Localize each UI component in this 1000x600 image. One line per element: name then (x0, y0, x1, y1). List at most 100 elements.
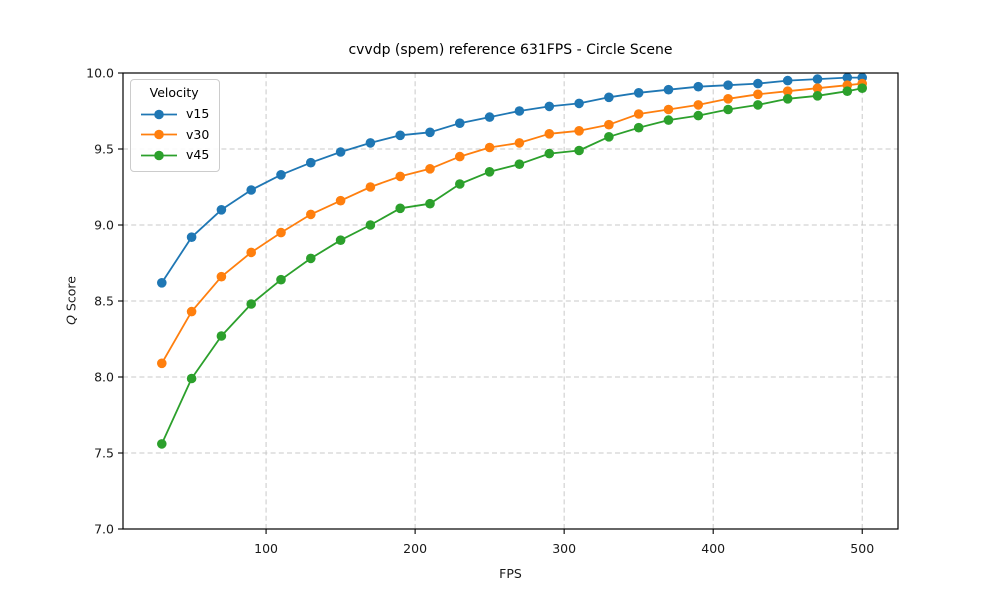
data-point-v30 (276, 227, 286, 238)
data-point-v45 (753, 100, 763, 110)
data-point-v15 (842, 72, 853, 83)
grid-layer (123, 72, 898, 530)
legend-label: v45 (186, 147, 210, 163)
data-point-v45 (693, 110, 704, 121)
data-point-v15 (782, 75, 793, 86)
data-point-v45 (455, 179, 465, 189)
data-point-v45 (276, 274, 286, 285)
plot-border (122, 72, 899, 530)
series-layer (157, 72, 867, 449)
y-axis-label: Q Score (64, 201, 79, 401)
series-v30 (157, 78, 867, 369)
x-tick-label: 500 (850, 541, 874, 556)
data-point-v45 (604, 132, 614, 142)
data-point-v45 (306, 253, 316, 264)
series-line-v45 (160, 87, 863, 445)
legend-marker-v45 (141, 150, 177, 161)
data-point-v15 (514, 106, 525, 116)
data-point-v15 (306, 157, 316, 168)
data-point-v15 (812, 74, 823, 84)
data-point-v30 (484, 142, 495, 153)
data-point-v30 (723, 94, 733, 104)
y-tick-label: 9.0 (94, 218, 114, 233)
data-point-v15 (484, 112, 495, 122)
data-point-v30 (246, 247, 256, 258)
data-point-v15 (365, 138, 376, 148)
data-point-v45 (335, 235, 346, 245)
y-tick-label: 8.5 (94, 294, 114, 309)
legend-title: Velocity (149, 85, 199, 100)
data-point-v30 (306, 209, 316, 220)
data-point-v15 (753, 78, 763, 89)
legend-label: v30 (186, 126, 210, 142)
data-point-v30 (604, 119, 614, 130)
x-tick-label: 300 (552, 541, 576, 556)
y-axis-label-italic: Q (63, 315, 79, 325)
data-point-v30 (514, 138, 525, 148)
data-point-v30 (812, 83, 823, 93)
data-point-v30 (782, 86, 793, 96)
data-point-v45 (484, 167, 495, 177)
data-point-v15 (693, 81, 704, 92)
data-point-v30 (753, 89, 763, 100)
data-point-v30 (633, 109, 644, 119)
data-point-v45 (812, 91, 823, 101)
data-point-v15 (186, 232, 197, 242)
chart-title: cvvdp (spem) reference 631FPS - Circle S… (348, 42, 673, 58)
data-point-v45 (782, 94, 793, 104)
data-point-v30 (544, 129, 555, 139)
series-line-v30 (161, 82, 863, 364)
data-point-v30 (663, 104, 674, 115)
data-point-v30 (693, 100, 704, 110)
legend-dot (154, 130, 164, 140)
data-point-v15 (157, 278, 167, 288)
data-point-v45 (842, 86, 853, 96)
data-point-v15 (455, 118, 465, 128)
x-tick-label: 400 (701, 541, 725, 556)
data-point-v45 (246, 299, 256, 309)
data-point-v45 (857, 83, 867, 93)
legend-entry-v15: v15 (139, 104, 209, 125)
y-tick-label: 10.0 (86, 66, 114, 81)
data-point-v15 (395, 130, 406, 141)
x-axis-label: FPS (499, 566, 522, 581)
legend: Velocity v15 v30 v45 (130, 79, 221, 172)
data-point-v30 (335, 195, 346, 206)
y-tick-label: 9.5 (94, 142, 114, 157)
legend-marker-v30 (141, 130, 177, 140)
data-point-v15 (604, 92, 614, 103)
data-point-v45 (216, 331, 227, 341)
data-point-v15 (425, 127, 435, 138)
data-point-v45 (574, 145, 584, 156)
data-point-v15 (246, 185, 256, 195)
data-point-v45 (157, 439, 167, 449)
data-point-v30 (157, 358, 167, 369)
tick-layer: 100 200 300 400 500 7.0 7.5 8.0 8.5 9.0 9.5 10.0 (86, 66, 874, 557)
data-point-v30 (186, 306, 197, 317)
data-point-v30 (455, 151, 465, 162)
data-point-v45 (723, 104, 733, 115)
legend-rows: v15 v30 v45 (139, 104, 209, 166)
data-point-v45 (514, 159, 525, 169)
data-point-v15 (723, 80, 733, 90)
data-point-v45 (633, 122, 644, 133)
legend-dot (154, 109, 164, 119)
y-tick-label: 8.0 (94, 370, 114, 385)
data-point-v45 (395, 203, 406, 214)
data-point-v15 (216, 205, 227, 215)
legend-label: v15 (186, 105, 210, 121)
series-v15 (157, 72, 867, 288)
data-point-v30 (425, 164, 435, 174)
data-point-v45 (544, 148, 555, 159)
legend-marker-v15 (141, 109, 177, 119)
legend-entry-v45: v45 (139, 145, 209, 166)
legend-entry-v30: v30 (139, 125, 209, 146)
data-point-v15 (633, 88, 644, 98)
y-tick-label: 7.0 (94, 522, 114, 537)
data-point-v15 (574, 98, 584, 109)
data-point-v45 (186, 373, 197, 384)
data-point-v30 (395, 171, 406, 182)
x-tick-label: 200 (403, 541, 427, 556)
